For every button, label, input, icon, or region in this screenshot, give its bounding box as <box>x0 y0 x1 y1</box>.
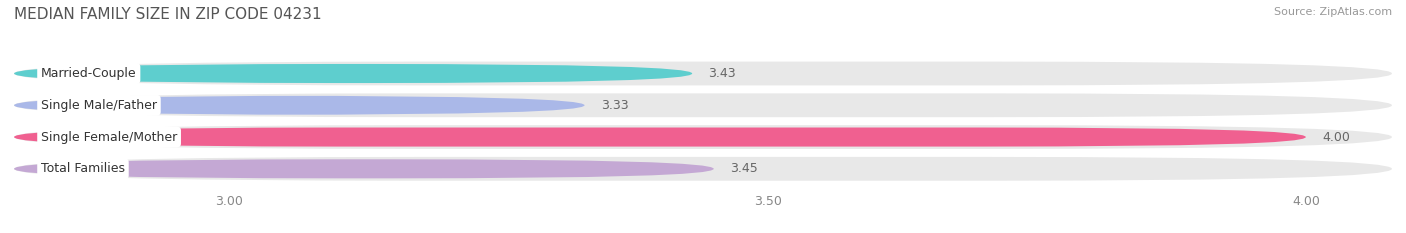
FancyBboxPatch shape <box>14 125 1392 149</box>
FancyBboxPatch shape <box>14 159 714 178</box>
Text: MEDIAN FAMILY SIZE IN ZIP CODE 04231: MEDIAN FAMILY SIZE IN ZIP CODE 04231 <box>14 7 322 22</box>
FancyBboxPatch shape <box>14 93 1392 117</box>
FancyBboxPatch shape <box>14 157 1392 181</box>
Text: Single Female/Mother: Single Female/Mother <box>41 130 177 144</box>
Text: Source: ZipAtlas.com: Source: ZipAtlas.com <box>1274 7 1392 17</box>
FancyBboxPatch shape <box>14 127 1306 147</box>
Text: Married-Couple: Married-Couple <box>41 67 136 80</box>
Text: Single Male/Father: Single Male/Father <box>41 99 157 112</box>
Text: 3.43: 3.43 <box>709 67 735 80</box>
Text: Total Families: Total Families <box>41 162 125 175</box>
FancyBboxPatch shape <box>14 64 692 83</box>
Text: 3.33: 3.33 <box>600 99 628 112</box>
FancyBboxPatch shape <box>14 96 585 115</box>
FancyBboxPatch shape <box>14 62 1392 86</box>
Text: 4.00: 4.00 <box>1322 130 1350 144</box>
Text: 3.45: 3.45 <box>730 162 758 175</box>
